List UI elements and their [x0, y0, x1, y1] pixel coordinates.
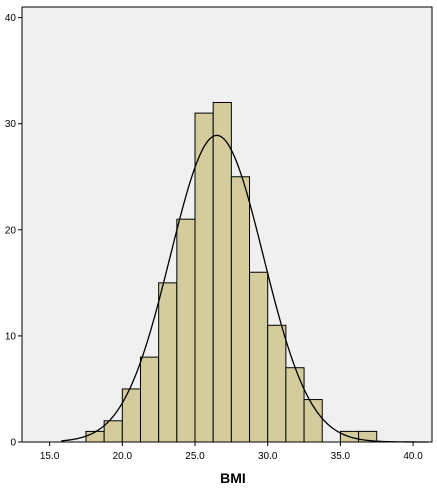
axes-group: 0 10 20 30 40 15.0 20.0 25.0 30.0 35.0 40.0 [5, 13, 423, 462]
bars-group [85, 101, 378, 443]
x-axis-title: BMI [220, 470, 246, 486]
y-tick-label: 10 [5, 331, 17, 342]
x-tick-label: 15.0 [40, 451, 60, 462]
histogram-bar [194, 112, 214, 443]
x-tick-label: 25.0 [185, 451, 205, 462]
x-tick-label: 35.0 [331, 451, 351, 462]
normal-curve [61, 134, 428, 443]
histogram-bar [267, 324, 287, 443]
x-tick-label: 40.0 [403, 451, 423, 462]
x-tick-label: 30.0 [258, 451, 278, 462]
histogram-bar [176, 218, 196, 443]
histogram-bar [230, 176, 251, 443]
y-tick-label: 20 [5, 225, 17, 236]
histogram-bar [285, 367, 305, 443]
histogram-bar [249, 271, 269, 443]
histogram-bar [303, 399, 323, 443]
histogram-bar [358, 430, 378, 443]
histogram-bar [212, 101, 232, 443]
y-tick-label: 40 [5, 13, 17, 24]
histogram-bar [158, 282, 178, 443]
x-tick-label: 20.0 [113, 451, 133, 462]
histogram-bar [85, 430, 105, 443]
y-tick-label: 30 [5, 119, 17, 130]
y-tick-label: 0 [10, 438, 16, 449]
histogram-bar [139, 356, 160, 443]
